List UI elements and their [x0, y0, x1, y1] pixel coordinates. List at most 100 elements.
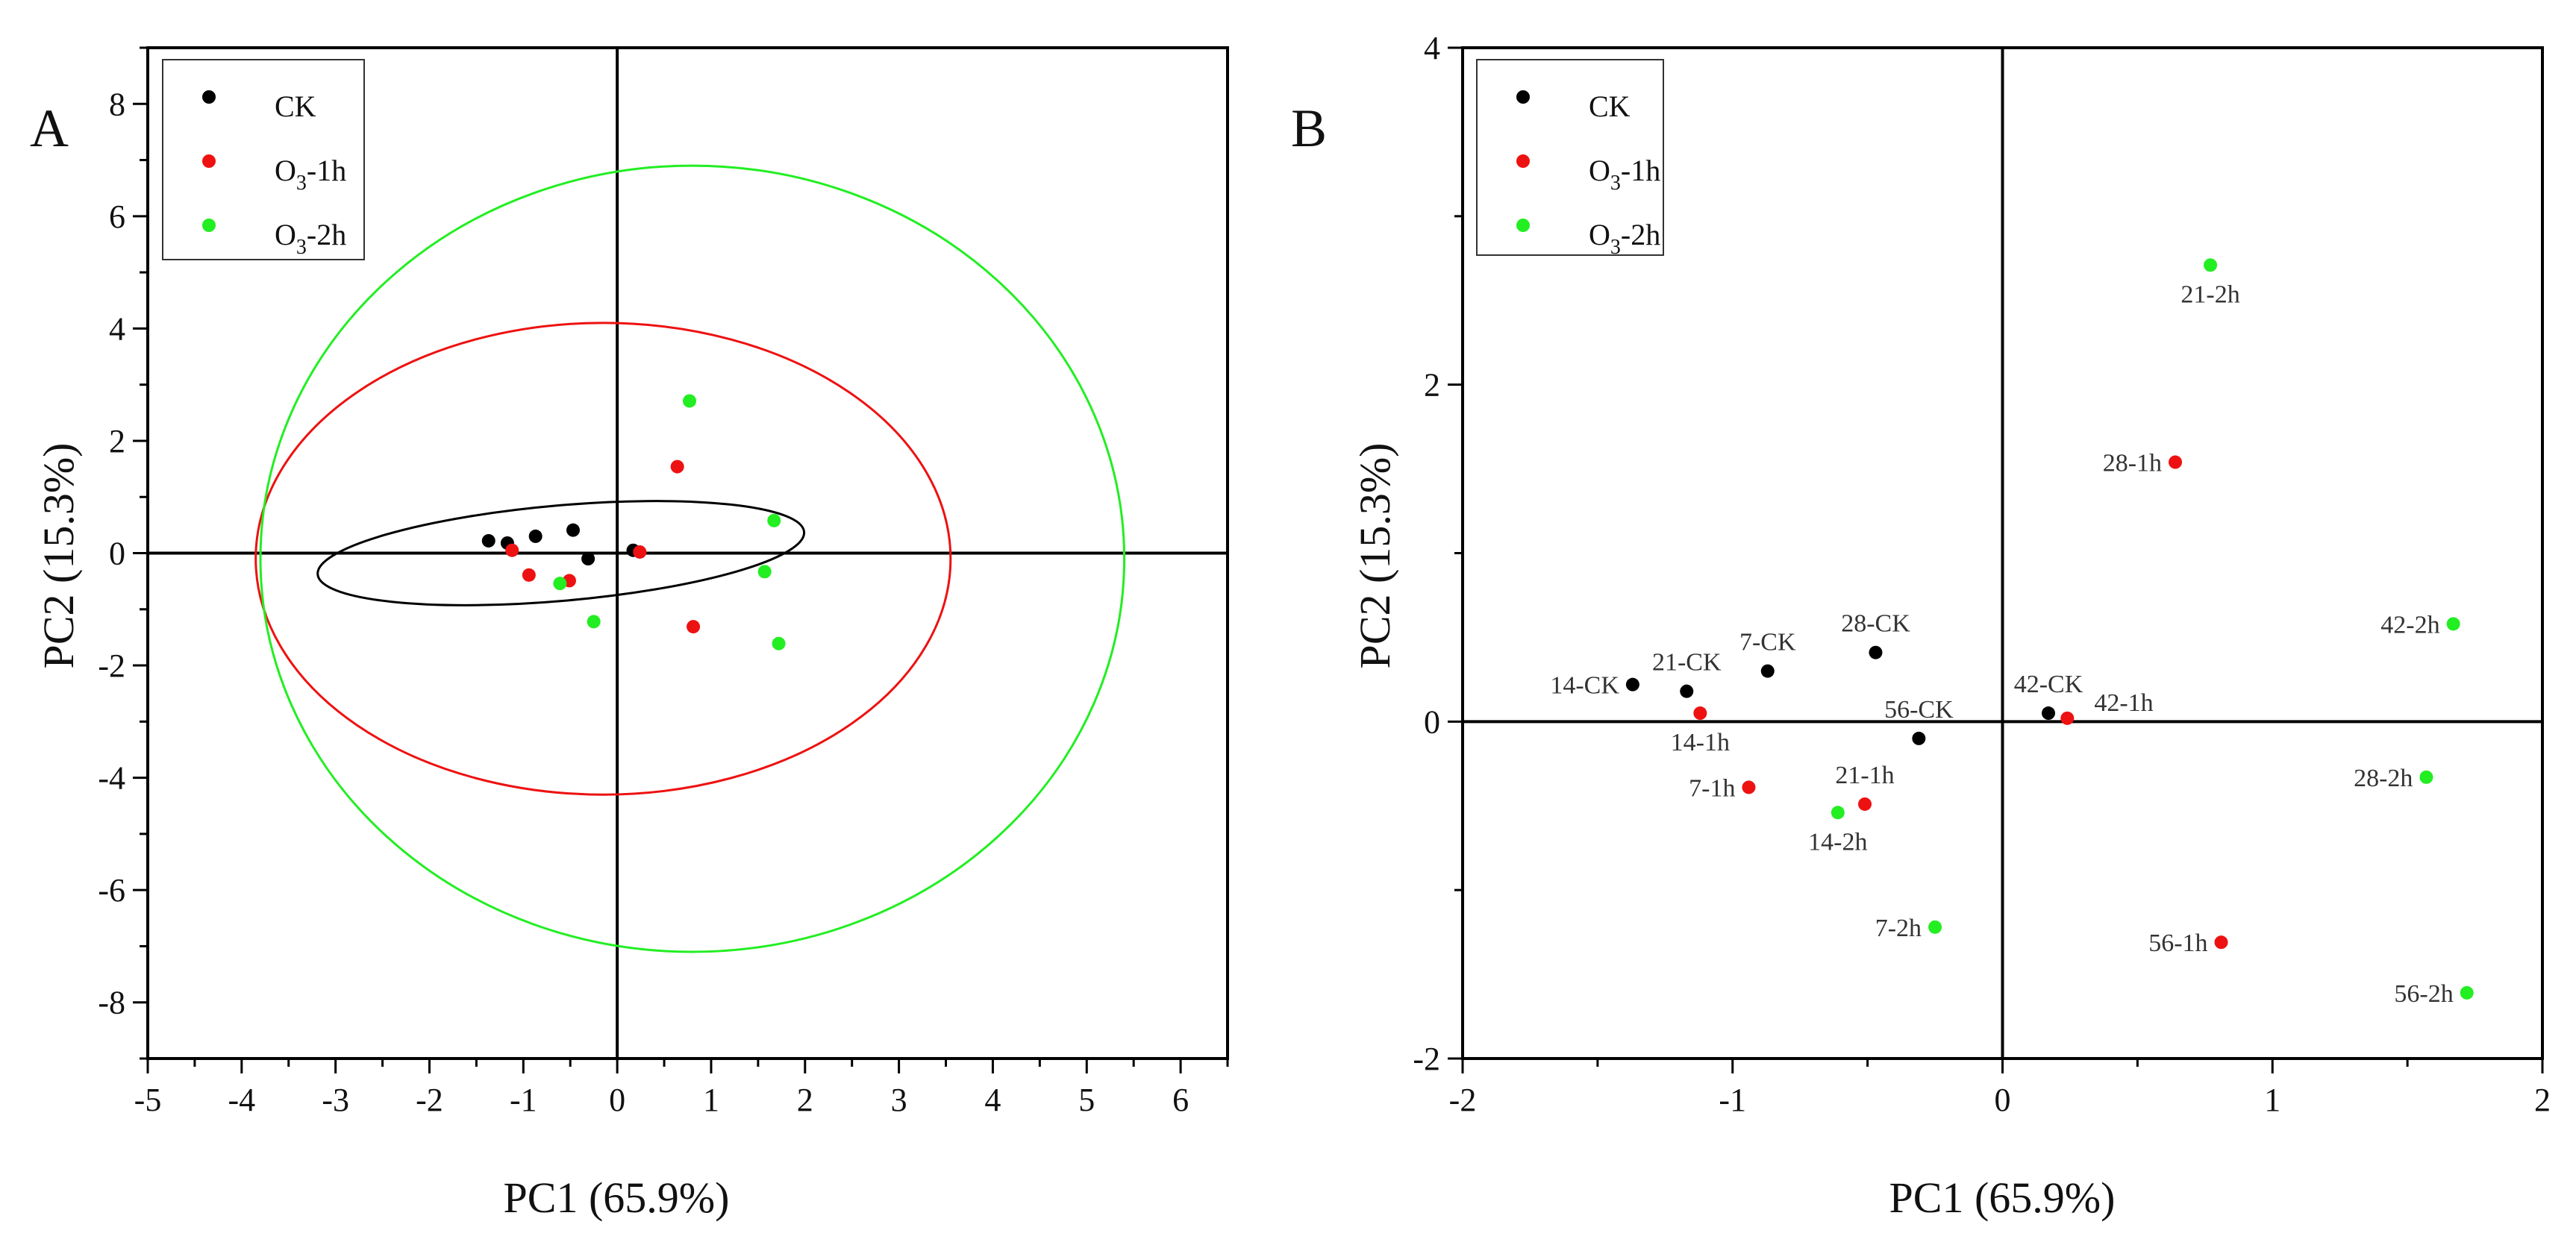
data-point — [1693, 706, 1707, 721]
data-point — [2446, 617, 2460, 631]
x-tick-label: 2 — [2534, 1082, 2551, 1118]
point-label: 28-CK — [1841, 610, 1910, 638]
y-tick-label: 4 — [109, 310, 125, 347]
point-label: 42-2h — [2380, 611, 2439, 639]
point-label: 7-CK — [1739, 629, 1796, 656]
legend-box — [1476, 59, 1664, 256]
point-label: 14-1h — [1671, 729, 1730, 756]
data-point — [1625, 677, 1639, 692]
legend-marker — [1516, 219, 1530, 232]
x-tick-label: 2 — [797, 1082, 813, 1118]
x-tick-label: 6 — [1172, 1082, 1189, 1118]
data-point — [505, 543, 519, 557]
data-point — [2041, 706, 2055, 721]
panel-b-labeled-score-plot: B PC1 (65.9%) PC2 (15.3%) -2 -1 0 1 2 -2 0 2 4 14… — [1291, 30, 2551, 1222]
y-tick-label: -2 — [98, 647, 125, 684]
point-label: 21-CK — [1652, 649, 1722, 677]
data-point — [566, 523, 580, 537]
data-point — [587, 615, 601, 629]
y-tick-label: -2 — [1413, 1041, 1440, 1077]
data-point — [633, 545, 647, 559]
point-label: 7-1h — [1689, 774, 1735, 802]
x-tick-label: -3 — [322, 1082, 349, 1118]
data-point — [670, 460, 684, 474]
y-tick-label: 2 — [109, 423, 125, 460]
x-tick-label: 1 — [703, 1082, 719, 1118]
data-point — [1869, 645, 1883, 659]
x-tick-label: 5 — [1078, 1082, 1095, 1118]
data-point — [1912, 731, 1926, 745]
x-tick-label: 3 — [891, 1082, 907, 1118]
y-tick-label: 0 — [1424, 703, 1440, 740]
data-point — [2204, 258, 2218, 272]
data-point — [767, 513, 781, 527]
y-tick-label: -6 — [98, 872, 125, 909]
point-label: 28-2h — [2354, 765, 2413, 792]
panel-a-xlabel: PC1 (65.9%) — [504, 1173, 730, 1222]
y-tick-label: -8 — [98, 985, 125, 1021]
point-label: 28-1h — [2103, 450, 2162, 477]
y-tick-label: 8 — [109, 86, 125, 122]
x-tick-label: -1 — [1719, 1082, 1746, 1118]
x-tick-label: 4 — [984, 1082, 1001, 1118]
data-point — [553, 577, 567, 591]
legend-marker — [202, 90, 216, 104]
data-point — [683, 394, 697, 408]
y-tick-label: 2 — [1424, 367, 1440, 404]
legend-label: O3-1h — [275, 154, 346, 195]
y-tick-label: 4 — [1424, 30, 1440, 66]
x-tick-label: -2 — [416, 1082, 443, 1118]
legend-marker — [1516, 90, 1530, 104]
panel-b-ylabel: PC2 (15.3%) — [1351, 443, 1399, 669]
panel-a-ylabel: PC2 (15.3%) — [34, 443, 83, 669]
legend-label: CK — [275, 90, 316, 123]
point-label: 56-1h — [2148, 929, 2207, 957]
legend-label: O3-1h — [1589, 154, 1660, 195]
data-point — [1831, 806, 1845, 820]
point-label: 56-2h — [2394, 980, 2453, 1008]
panel-b-xlabel: PC1 (65.9%) — [1889, 1173, 2116, 1222]
panel-a-score-plot: A PC1 (65.9%) PC2 (15.3%) -5 -4 -3 -2 -1 0 1 2 3… — [30, 46, 1229, 1222]
legend-label: CK — [1589, 90, 1631, 123]
legend-box — [162, 59, 365, 260]
legend-label: O3-2h — [1589, 218, 1660, 259]
data-point — [687, 620, 701, 634]
point-label: 42-CK — [2014, 671, 2083, 698]
data-point — [2169, 455, 2183, 469]
panel-b-letter: B — [1291, 98, 1327, 158]
data-point — [1760, 664, 1775, 678]
point-label: 7-2h — [1875, 915, 1922, 942]
point-label: 56-CK — [1884, 696, 1954, 724]
data-point — [2060, 711, 2075, 725]
confidence-ellipse-o3-2h — [259, 164, 1126, 953]
data-point — [1742, 780, 1756, 794]
data-point — [528, 529, 543, 543]
x-tick-label: -1 — [510, 1082, 537, 1118]
point-label: 21-2h — [2180, 280, 2239, 308]
data-point — [1858, 797, 1872, 811]
data-point — [757, 565, 772, 579]
x-tick-label: -2 — [1449, 1082, 1477, 1118]
data-point — [772, 636, 786, 650]
point-label: 21-1h — [1835, 762, 1894, 789]
data-point — [2214, 935, 2228, 950]
data-point — [1928, 920, 1942, 934]
data-point — [1680, 684, 1694, 698]
point-label: 14-2h — [1808, 828, 1867, 856]
legend-label: O3-2h — [275, 218, 346, 259]
legend-marker — [1516, 154, 1530, 168]
x-tick-label: 1 — [2264, 1082, 2280, 1118]
data-point — [481, 533, 495, 548]
data-point — [522, 568, 536, 582]
panel-a-letter: A — [30, 98, 69, 158]
y-tick-label: 0 — [109, 536, 125, 572]
x-tick-label: -4 — [228, 1082, 255, 1118]
y-tick-label: -4 — [98, 760, 125, 797]
legend-marker — [202, 219, 216, 232]
confidence-ellipse-o3-1h — [254, 322, 952, 796]
x-tick-label: -5 — [134, 1082, 162, 1118]
x-tick-label: 0 — [1995, 1082, 2011, 1118]
data-point — [2419, 770, 2433, 784]
